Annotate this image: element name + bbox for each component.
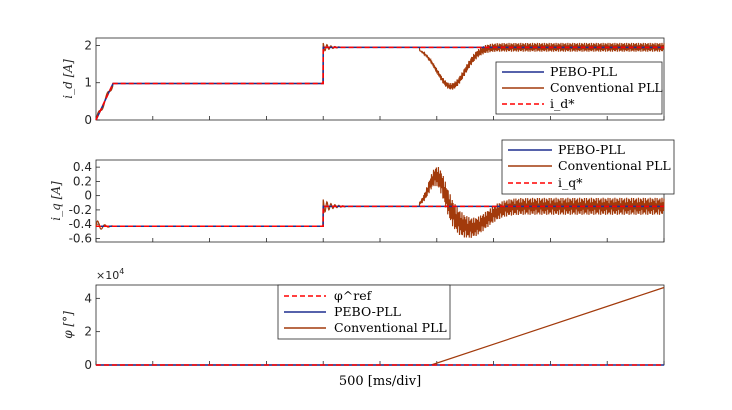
legend-label-reference: i_q* — [558, 175, 583, 190]
legend-label-pebo: PEBO-PLL — [334, 304, 401, 319]
legend-label-reference: i_d* — [550, 96, 575, 111]
legend: φ^ref PEBO-PLL Conventional PLL — [277, 284, 451, 340]
y-tick-label: -0.2 — [69, 203, 92, 217]
y-tick-label: 2 — [84, 38, 92, 52]
y-axis-label: φ [°] — [61, 311, 75, 339]
legend-label-conventional: Conventional PLL — [550, 80, 663, 95]
x-axis-label: 500 [ms/div] — [339, 374, 421, 389]
plot-area — [95, 42, 665, 121]
series-line-i-q- — [96, 205, 664, 228]
y-ticks: 0 1 2 — [84, 38, 665, 127]
legend-label-reference: φ^ref — [334, 288, 373, 303]
y-tick-label: 0 — [84, 113, 92, 127]
legend-box — [501, 139, 675, 195]
panel-iq: 0.40.20-0.2-0.4-0.6 i_q [A] PEBO-PLL Con… — [49, 139, 675, 245]
y-tick-label: -0.4 — [69, 217, 92, 231]
y-axis-label: i_d [A] — [61, 59, 75, 99]
panel-phi: 024 φ [°] ×104 φ^ref PEBO-PLL Convention… — [61, 267, 665, 372]
legend: PEBO-PLL Conventional PLL i_d* — [495, 61, 663, 115]
y-tick-label: 0.2 — [73, 174, 92, 188]
y-axis-label: i_q [A] — [49, 181, 63, 221]
y-scale-exponent: 4 — [119, 267, 124, 276]
legend-label-conventional: Conventional PLL — [334, 320, 447, 335]
legend-label-conventional: Conventional PLL — [558, 158, 671, 173]
legend-label-pebo: PEBO-PLL — [558, 142, 625, 157]
y-tick-label: 0 — [84, 189, 92, 203]
y-tick-label: -0.6 — [69, 231, 92, 245]
legend: PEBO-PLL Conventional PLL i_q* — [501, 139, 675, 195]
plot-area — [96, 286, 665, 366]
y-tick-label: 1 — [84, 76, 92, 90]
y-ticks: 0.40.20-0.2-0.4-0.6 — [69, 160, 665, 245]
panel-id: 0 1 2 i_d [A] PEBO-PLL Conventional PLL i_… — [61, 37, 665, 127]
y-tick-label: 0 — [84, 358, 92, 372]
y-tick-label: 0.4 — [73, 160, 92, 174]
y-scale-factor: ×104 — [96, 267, 124, 282]
y-tick-label: 4 — [84, 291, 92, 305]
y-scale-base: ×10 — [96, 269, 119, 282]
plot-area — [95, 166, 665, 238]
series-line-i-d- — [95, 46, 664, 121]
legend-label-pebo: PEBO-PLL — [550, 64, 617, 79]
y-tick-label: 2 — [84, 325, 92, 339]
